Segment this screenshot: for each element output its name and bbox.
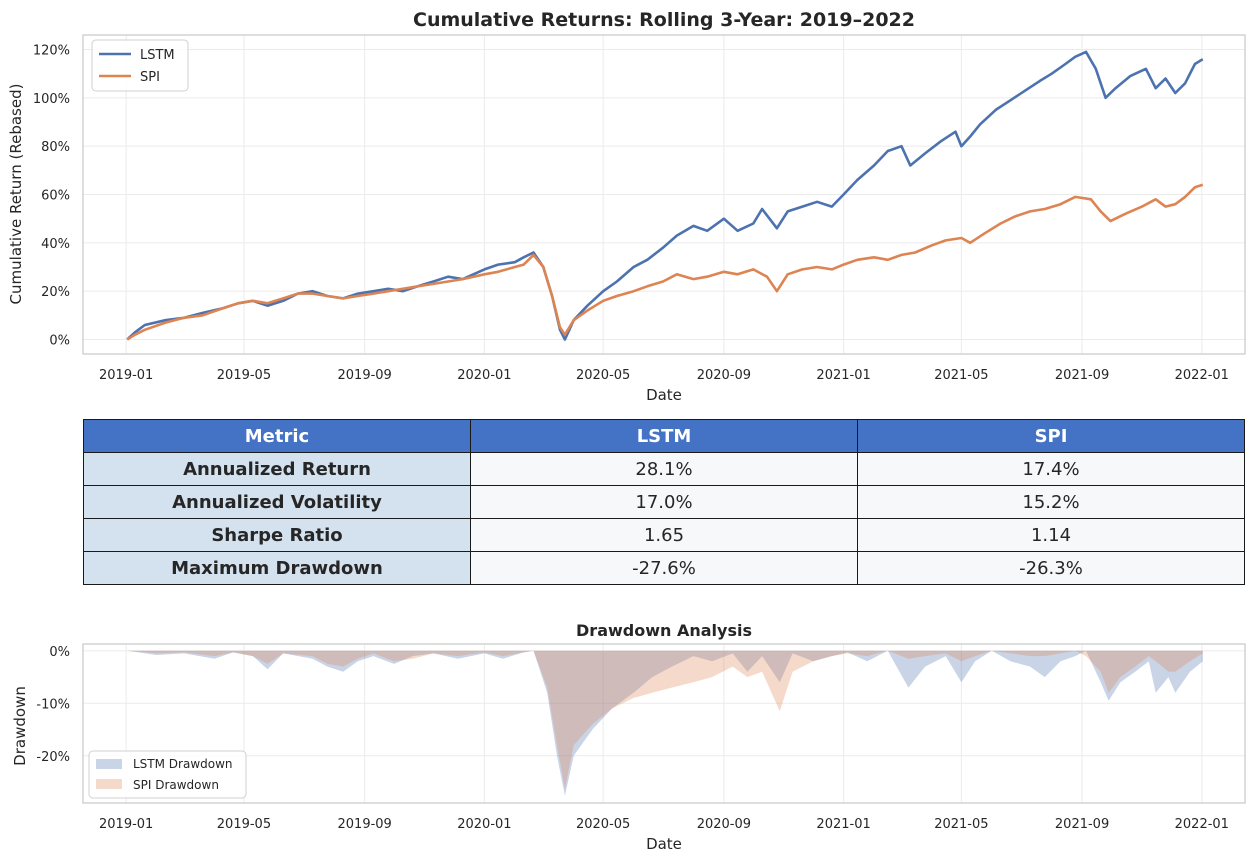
x-tick-label: 2020-09 <box>697 817 751 832</box>
x-tick-label: 2019-09 <box>338 817 392 832</box>
drawdown-chart-ylabel: Drawdown <box>11 686 29 766</box>
metric-value-cell: 17.4% <box>857 452 1245 486</box>
metric-name-cell: Annualized Volatility <box>83 485 471 519</box>
metric-value-cell: 1.65 <box>470 518 858 552</box>
y-tick-label: 80% <box>41 140 70 155</box>
y-tick-label: 120% <box>33 44 70 59</box>
table-header-cell: LSTM <box>470 419 858 453</box>
table-header-row: Metric LSTM SPI <box>83 419 1245 453</box>
top-chart-legend: LSTM SPI <box>91 39 189 92</box>
metric-value-cell: -27.6% <box>470 551 858 585</box>
x-tick-label: 2019-01 <box>99 368 153 383</box>
metric-value-cell: 1.14 <box>857 518 1245 552</box>
table-row: Annualized Return 28.1% 17.4% <box>83 452 1245 486</box>
legend-spi-label: SPI <box>140 70 160 85</box>
legend-spi-drawdown-label: SPI Drawdown <box>133 778 219 792</box>
x-tick-label: 2022-01 <box>1175 368 1229 383</box>
metric-value-cell: 15.2% <box>857 485 1245 519</box>
y-tick-label: 40% <box>41 237 70 252</box>
drawdown-chart-x-ticks: 2019-01 2019-05 2019-09 2020-01 2020-05 2020-… <box>99 817 1229 832</box>
drawdown-chart-areas <box>127 650 1203 796</box>
drawdown-chart: Drawdown Analysis 0%-10%-20% 2019-01 2019… <box>11 621 1246 853</box>
top-chart-xlabel: Date <box>646 386 682 404</box>
x-tick-label: 2019-05 <box>217 817 271 832</box>
x-tick-label: 2021-05 <box>934 817 988 832</box>
metric-name-cell: Annualized Return <box>83 452 471 486</box>
top-chart-grid <box>83 35 1245 354</box>
cumulative-returns-chart: Cumulative Returns: Rolling 3-Year: 2019… <box>7 9 1246 404</box>
y-tick-label: 0% <box>49 645 70 660</box>
drawdown-legend-box <box>88 750 247 799</box>
top-chart-lines <box>126 50 1204 341</box>
top-chart-y-ticks: 0% 20% 40% 60% 80% 100% 120% <box>33 44 70 349</box>
table-header-cell: Metric <box>83 419 471 453</box>
x-tick-label: 2019-01 <box>99 817 153 832</box>
y-tick-label: 0% <box>49 334 70 349</box>
y-tick-label: -10% <box>36 697 70 712</box>
x-tick-label: 2020-05 <box>576 817 630 832</box>
x-tick-label: 2019-05 <box>217 368 271 383</box>
y-tick-label: 20% <box>41 285 70 300</box>
x-tick-label: 2020-01 <box>457 368 511 383</box>
top-chart-x-ticks: 2019-01 2019-05 2019-09 2020-01 2020-05 2020-… <box>99 368 1229 383</box>
x-tick-label: 2022-01 <box>1175 817 1229 832</box>
legend-lstm-label: LSTM <box>140 48 175 63</box>
metric-name-cell: Sharpe Ratio <box>83 518 471 552</box>
drawdown-chart-y-ticks: 0% -10% -20% <box>36 645 70 765</box>
y-tick-label: 100% <box>33 92 70 107</box>
legend-spi-drawdown-swatch <box>96 779 122 789</box>
x-tick-label: 2021-09 <box>1055 817 1109 832</box>
x-tick-label: 2020-09 <box>697 368 751 383</box>
table-row: Sharpe Ratio 1.65 1.14 <box>83 518 1245 552</box>
legend-lstm-drawdown-label: LSTM Drawdown <box>133 757 233 771</box>
area-lstm-drawdown <box>127 650 1203 796</box>
x-tick-label: 2020-01 <box>457 817 511 832</box>
line-spi <box>126 183 1204 341</box>
drawdown-chart-frame <box>82 643 1246 804</box>
metric-value-cell: -26.3% <box>857 551 1245 585</box>
drawdown-chart-legend: LSTM Drawdown SPI Drawdown <box>88 750 247 799</box>
metrics-table: Metric LSTM SPI Annualized Return 28.1% … <box>83 419 1245 585</box>
drawdown-chart-xlabel: Date <box>646 835 682 853</box>
top-chart-frame <box>82 34 1246 355</box>
legend-lstm-drawdown-swatch <box>96 759 122 769</box>
table-row: Maximum Drawdown -27.6% -26.3% <box>83 551 1245 585</box>
x-tick-label: 2021-01 <box>816 368 870 383</box>
metric-value-cell: 17.0% <box>470 485 858 519</box>
y-tick-label: 60% <box>41 189 70 204</box>
x-tick-label: 2021-01 <box>816 817 870 832</box>
top-chart-ylabel: Cumulative Return (Rebased) <box>7 84 25 305</box>
x-tick-label: 2021-05 <box>934 368 988 383</box>
drawdown-chart-title: Drawdown Analysis <box>576 621 752 640</box>
area-spi-drawdown <box>127 650 1203 789</box>
table-header-cell: SPI <box>857 419 1245 453</box>
x-tick-label: 2019-09 <box>338 368 392 383</box>
top-chart-title: Cumulative Returns: Rolling 3-Year: 2019… <box>413 9 915 31</box>
x-tick-label: 2021-09 <box>1055 368 1109 383</box>
y-tick-label: -20% <box>36 750 70 765</box>
table-row: Annualized Volatility 17.0% 15.2% <box>83 485 1245 519</box>
metric-value-cell: 28.1% <box>470 452 858 486</box>
x-tick-label: 2020-05 <box>576 368 630 383</box>
metric-name-cell: Maximum Drawdown <box>83 551 471 585</box>
